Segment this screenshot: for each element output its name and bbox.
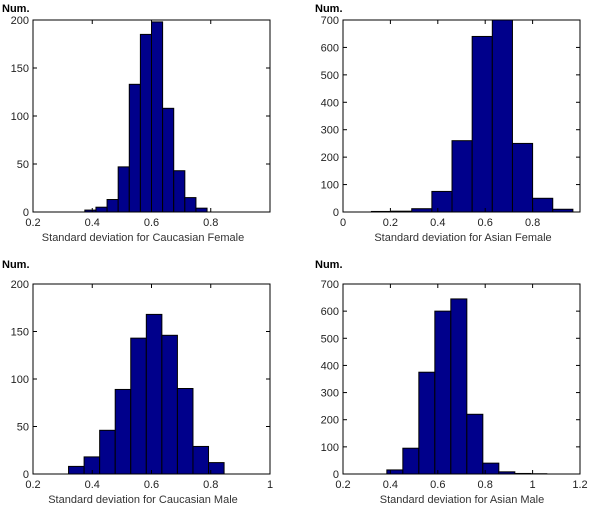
histogram-bar [208, 462, 225, 475]
x-axis-label: Standard deviation for Asian Male [380, 494, 545, 506]
x-tick-label: 0.4 [85, 217, 100, 229]
y-tick-label: 0 [23, 469, 29, 481]
chart-panel-caucasian-male: 0 50 100 150 200 0.2 0.4 0.6 0.8 1 Num. Standard de… [2, 259, 273, 506]
x-tick-label: 1 [530, 479, 536, 491]
histogram-bar [161, 334, 178, 475]
histogram-bar [128, 83, 141, 213]
histogram-bar [450, 298, 468, 475]
y-tick-label: 500 [321, 333, 339, 345]
y-tick-label: 0 [23, 207, 29, 219]
histogram-bar [411, 208, 433, 213]
y-tick-label: 400 [321, 360, 339, 372]
histogram-bar [162, 107, 175, 213]
histogram-bar [434, 310, 452, 475]
chart-panel-caucasian-female: 0 50 100 150 200 0.2 0.4 0.6 0.8 Num. Standard dev… [2, 3, 271, 244]
chart-panel-asian-male: 0 100 200 300 400 500 600 700 0.2 0.4 0.6 0.8 1 1.2 Nu… [315, 259, 588, 506]
y-tick-label: 100 [321, 180, 339, 192]
histogram-bar [195, 207, 208, 213]
histogram-bar [391, 210, 413, 213]
histogram-bar [402, 447, 420, 475]
y-tick-label: 200 [321, 415, 339, 427]
y-tick-label: 100 [11, 374, 29, 386]
y-tick-label: 700 [321, 15, 339, 27]
y-tick-label: 200 [321, 152, 339, 164]
x-tick-label: 0.8 [203, 479, 218, 491]
y-tick-label: 50 [17, 422, 29, 434]
x-tick-label: 0.6 [478, 217, 493, 229]
histogram-bar [184, 197, 197, 213]
histogram-bar [173, 170, 186, 213]
x-tick-label: 0.6 [144, 217, 159, 229]
histogram-bar [106, 199, 119, 213]
histogram-bar [532, 197, 554, 213]
histogram-bar [176, 388, 194, 475]
y-axis-label: Num. [315, 259, 343, 271]
x-tick-label: 0.6 [430, 479, 445, 491]
y-axis-label: Num. [2, 3, 30, 15]
y-tick-label: 400 [321, 97, 339, 109]
y-tick-label: 0 [333, 469, 339, 481]
x-tick-label: 1.2 [572, 479, 587, 491]
y-tick-label: 600 [321, 306, 339, 318]
x-tick-label: 0.2 [383, 217, 398, 229]
histogram-bar [139, 33, 152, 213]
histogram-bar [498, 471, 516, 475]
x-tick-label: 0.4 [430, 217, 445, 229]
y-axis-label: Num. [315, 3, 343, 15]
x-tick-label: 0.4 [85, 479, 100, 491]
x-tick-label: 0.2 [25, 479, 40, 491]
x-tick-label: 0 [340, 217, 346, 229]
chart-panel-asian-female: 0 100 200 300 400 500 600 700 0 0.2 0.4 0.6 0.8 Num. S… [315, 3, 581, 244]
histogram-bar [466, 413, 484, 475]
histogram-bar [192, 445, 210, 475]
y-tick-label: 500 [321, 70, 339, 82]
x-axis-label: Standard deviation for Caucasian Male [48, 494, 238, 506]
x-tick-label: 0.2 [25, 217, 40, 229]
histogram-bar [84, 209, 97, 213]
y-tick-label: 50 [17, 159, 29, 171]
histogram-bar [418, 371, 436, 475]
y-tick-label: 0 [333, 207, 339, 219]
histogram-bar [491, 19, 513, 213]
x-tick-label: 0.8 [478, 479, 493, 491]
histogram-bar [95, 206, 108, 213]
x-tick-label: 0.2 [335, 479, 350, 491]
histogram-bar [114, 388, 132, 475]
histogram-bar [68, 465, 85, 475]
x-tick-label: 0.6 [144, 479, 159, 491]
y-tick-label: 100 [321, 442, 339, 454]
y-tick-label: 300 [321, 388, 339, 400]
histogram-bar [99, 429, 116, 475]
y-tick-label: 700 [321, 279, 339, 291]
histogram-bar [482, 462, 500, 475]
histogram-bar [151, 21, 164, 213]
histogram-bar [386, 469, 404, 475]
x-tick-label: 0.8 [525, 217, 540, 229]
histogram-bar [117, 166, 130, 213]
histogram-bar [511, 142, 534, 213]
y-tick-label: 100 [11, 111, 29, 123]
histogram-bar [130, 337, 147, 475]
histogram-bar [514, 472, 532, 475]
x-axis-label: Standard deviation for Asian Female [374, 232, 551, 244]
histogram-bar [471, 35, 493, 213]
histogram-bar [451, 140, 473, 213]
histogram-bar [431, 190, 453, 213]
y-tick-label: 200 [11, 15, 29, 27]
x-tick-label: 0.4 [383, 479, 398, 491]
x-tick-label: 0.8 [203, 217, 218, 229]
y-tick-label: 300 [321, 125, 339, 137]
y-tick-label: 600 [321, 42, 339, 54]
histogram-bar [370, 210, 393, 213]
histogram-bar [145, 313, 163, 475]
histogram-bar [552, 208, 574, 213]
y-axis-label: Num. [2, 259, 30, 271]
y-tick-label: 150 [11, 63, 29, 75]
x-tick-label: 1 [267, 479, 273, 491]
y-tick-label: 200 [11, 279, 29, 291]
x-axis-label: Standard deviation for Caucasian Female [42, 232, 244, 244]
y-tick-label: 150 [11, 327, 29, 339]
